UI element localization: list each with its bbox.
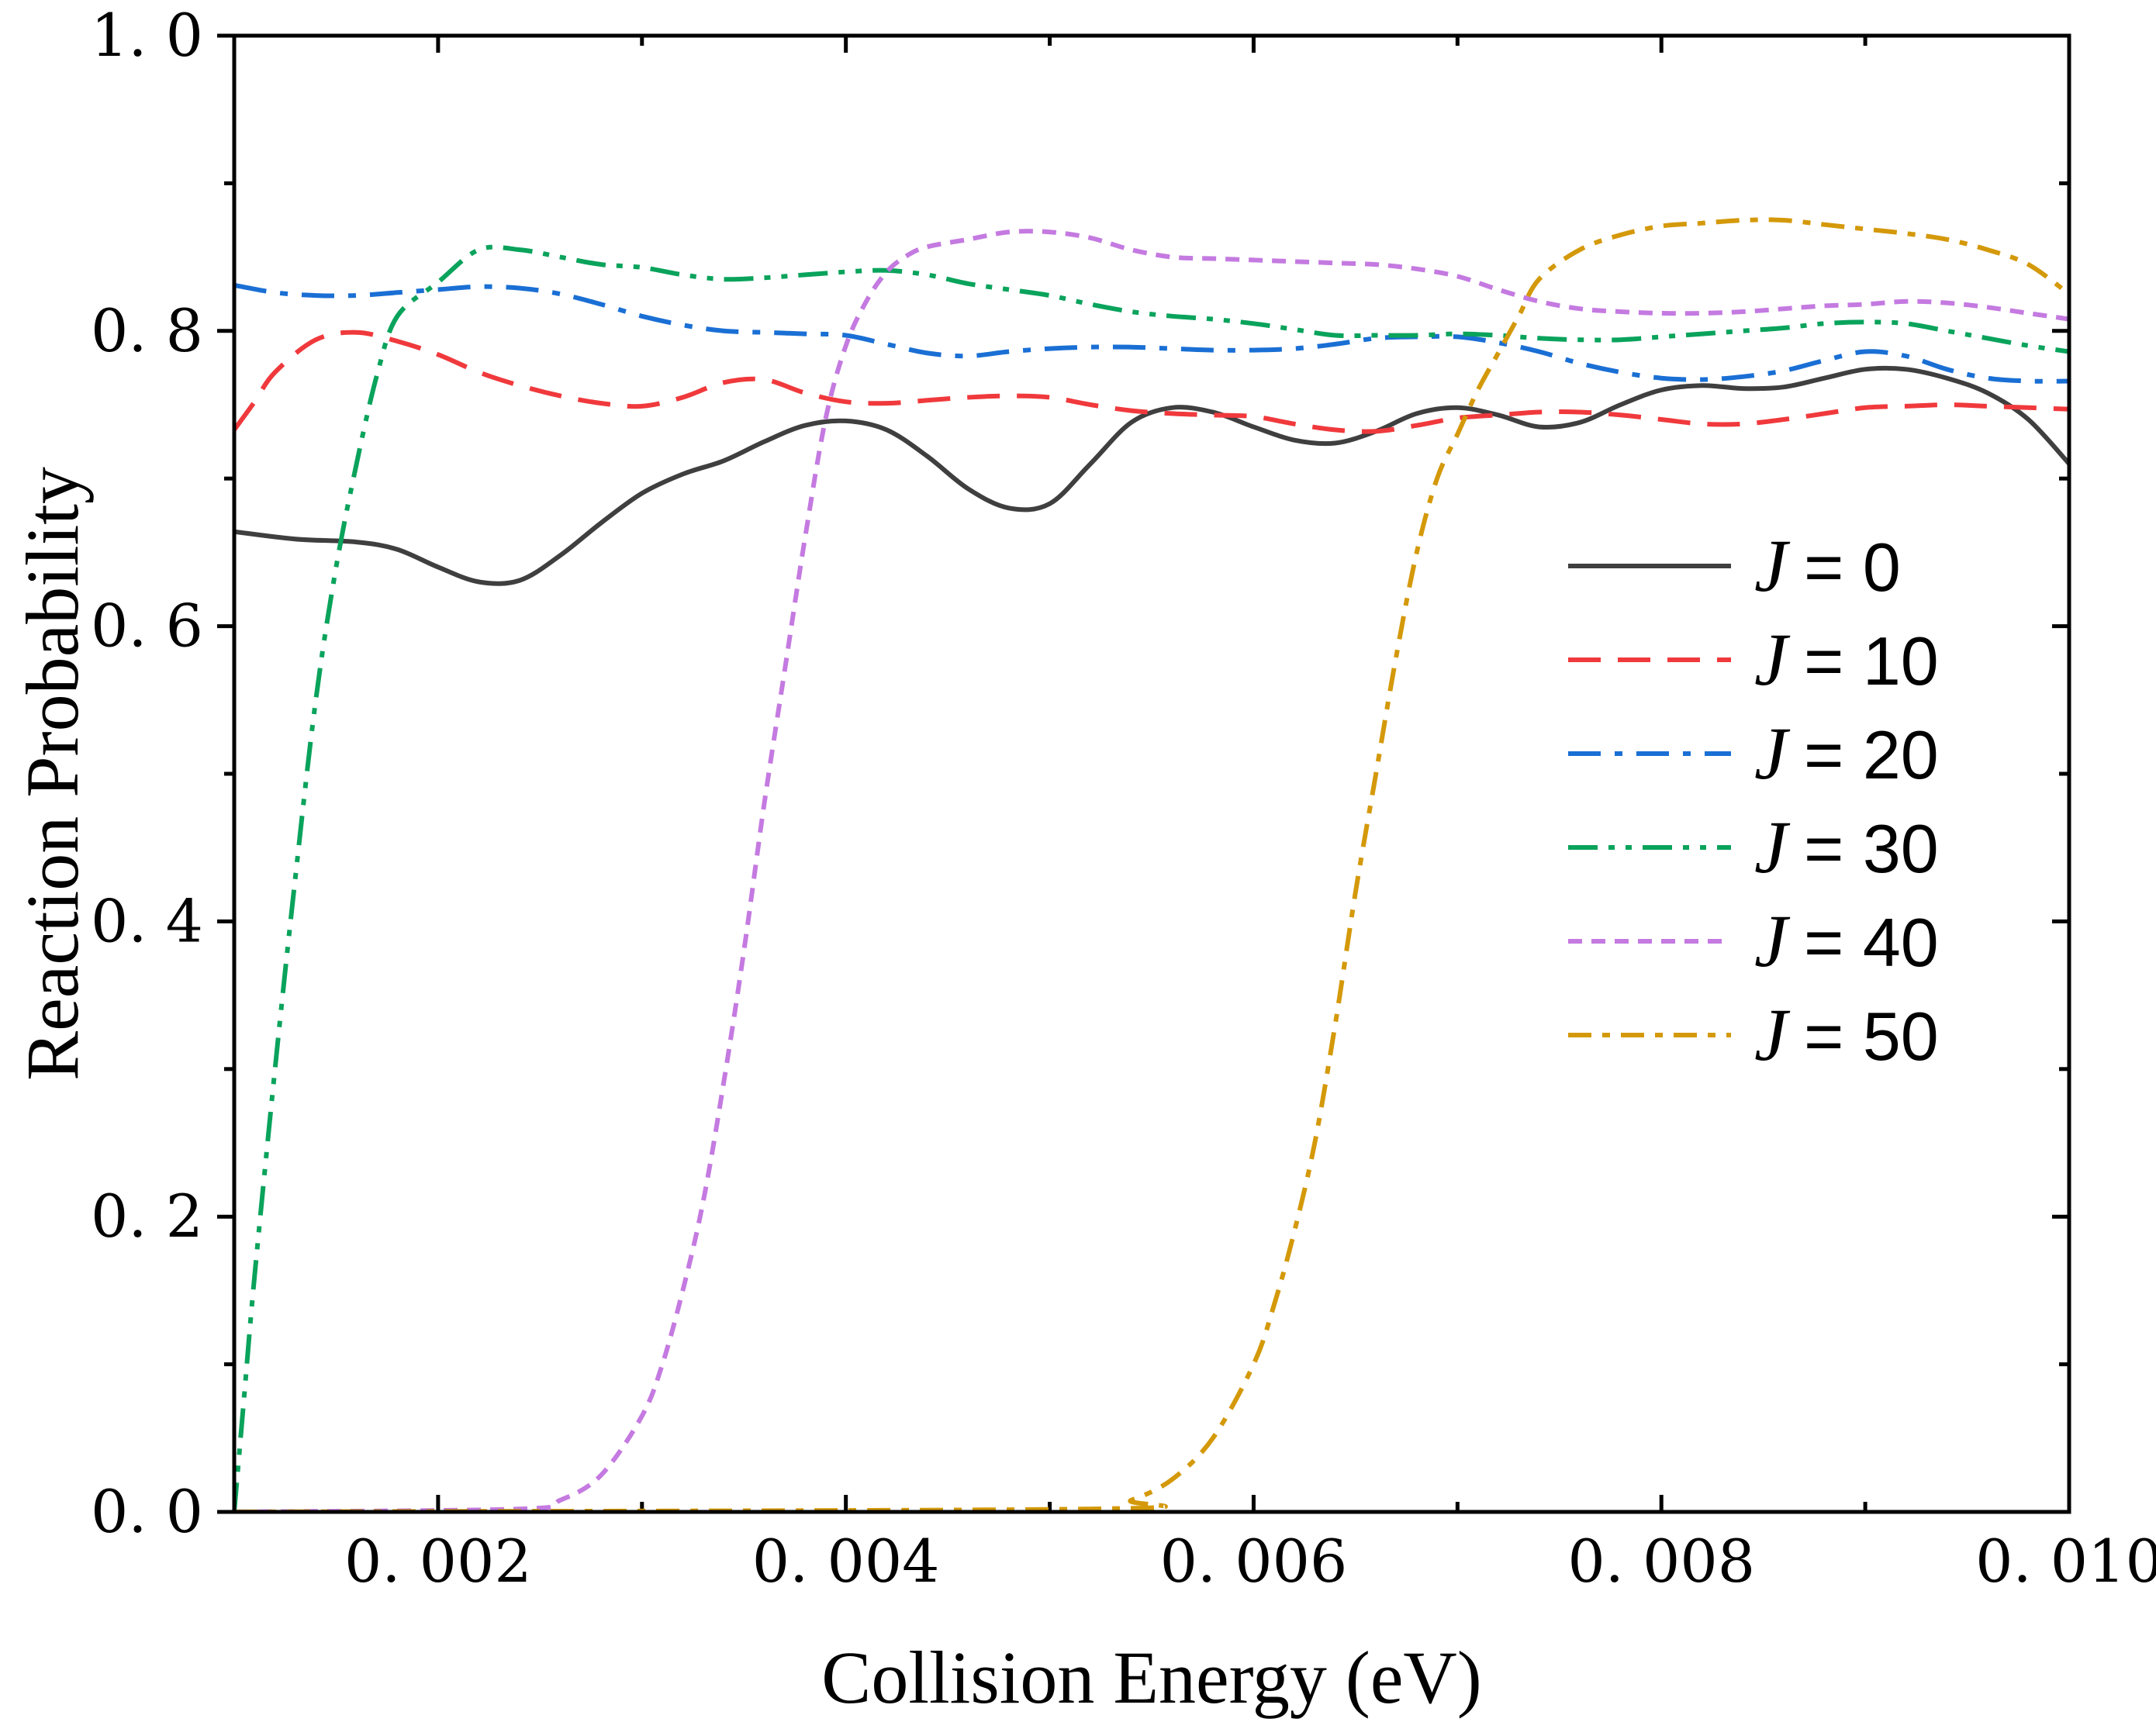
legend-label: = 0 <box>1804 529 1901 606</box>
series-line-j20 <box>234 282 2069 384</box>
legend-symbol: J <box>1754 806 1791 889</box>
series-line-j40 <box>234 229 2069 1512</box>
y-tick-label: 0. 2 <box>91 1182 203 1251</box>
y-tick-label: 0. 6 <box>91 592 203 661</box>
x-tick-label: 0. 010 <box>1975 1527 2156 1596</box>
legend-symbol: J <box>1754 618 1791 701</box>
x-tick-label: 0. 008 <box>1567 1527 1755 1596</box>
series-line-j0 <box>234 365 2069 586</box>
y-tick-label: 0. 8 <box>91 296 203 365</box>
legend-label: = 10 <box>1804 623 1939 699</box>
y-tick-label: 0. 4 <box>91 886 203 955</box>
x-tick-label: 0. 004 <box>752 1527 940 1596</box>
series-line-j30 <box>234 244 2069 1512</box>
plot-frame <box>232 33 2071 1514</box>
legend: J = 0J = 10J = 20J = 30J = 40J = 50 <box>1568 524 1939 1076</box>
legend-label: = 20 <box>1804 716 1939 793</box>
legend-label: = 40 <box>1804 904 1939 981</box>
series-line-j10 <box>234 330 2069 434</box>
y-axis-title: Reaction Probability <box>11 467 94 1081</box>
x-axis-ticks: 0. 002 0. 004 0. 006 0. 008 0. 010 <box>344 36 2156 1596</box>
legend-label: = 50 <box>1804 998 1939 1075</box>
series-lines <box>234 217 2069 1512</box>
y-tick-label: 1. 0 <box>91 1 203 70</box>
x-axis-title: Collision Energy (eV) <box>821 1636 1481 1719</box>
y-axis-ticks: 0. 0 0. 2 0. 4 0. 6 0. 8 1. 0 <box>91 1 2069 1546</box>
legend-label: = 30 <box>1804 810 1939 887</box>
x-tick-label: 0. 006 <box>1160 1527 1348 1596</box>
y-tick-label: 0. 0 <box>91 1477 203 1546</box>
series-line-j50 <box>234 217 2069 1512</box>
legend-symbol: J <box>1754 899 1791 982</box>
legend-symbol: J <box>1754 524 1791 607</box>
legend-symbol: J <box>1754 993 1791 1076</box>
legend-symbol: J <box>1754 712 1791 795</box>
x-tick-label: 0. 002 <box>344 1527 532 1596</box>
